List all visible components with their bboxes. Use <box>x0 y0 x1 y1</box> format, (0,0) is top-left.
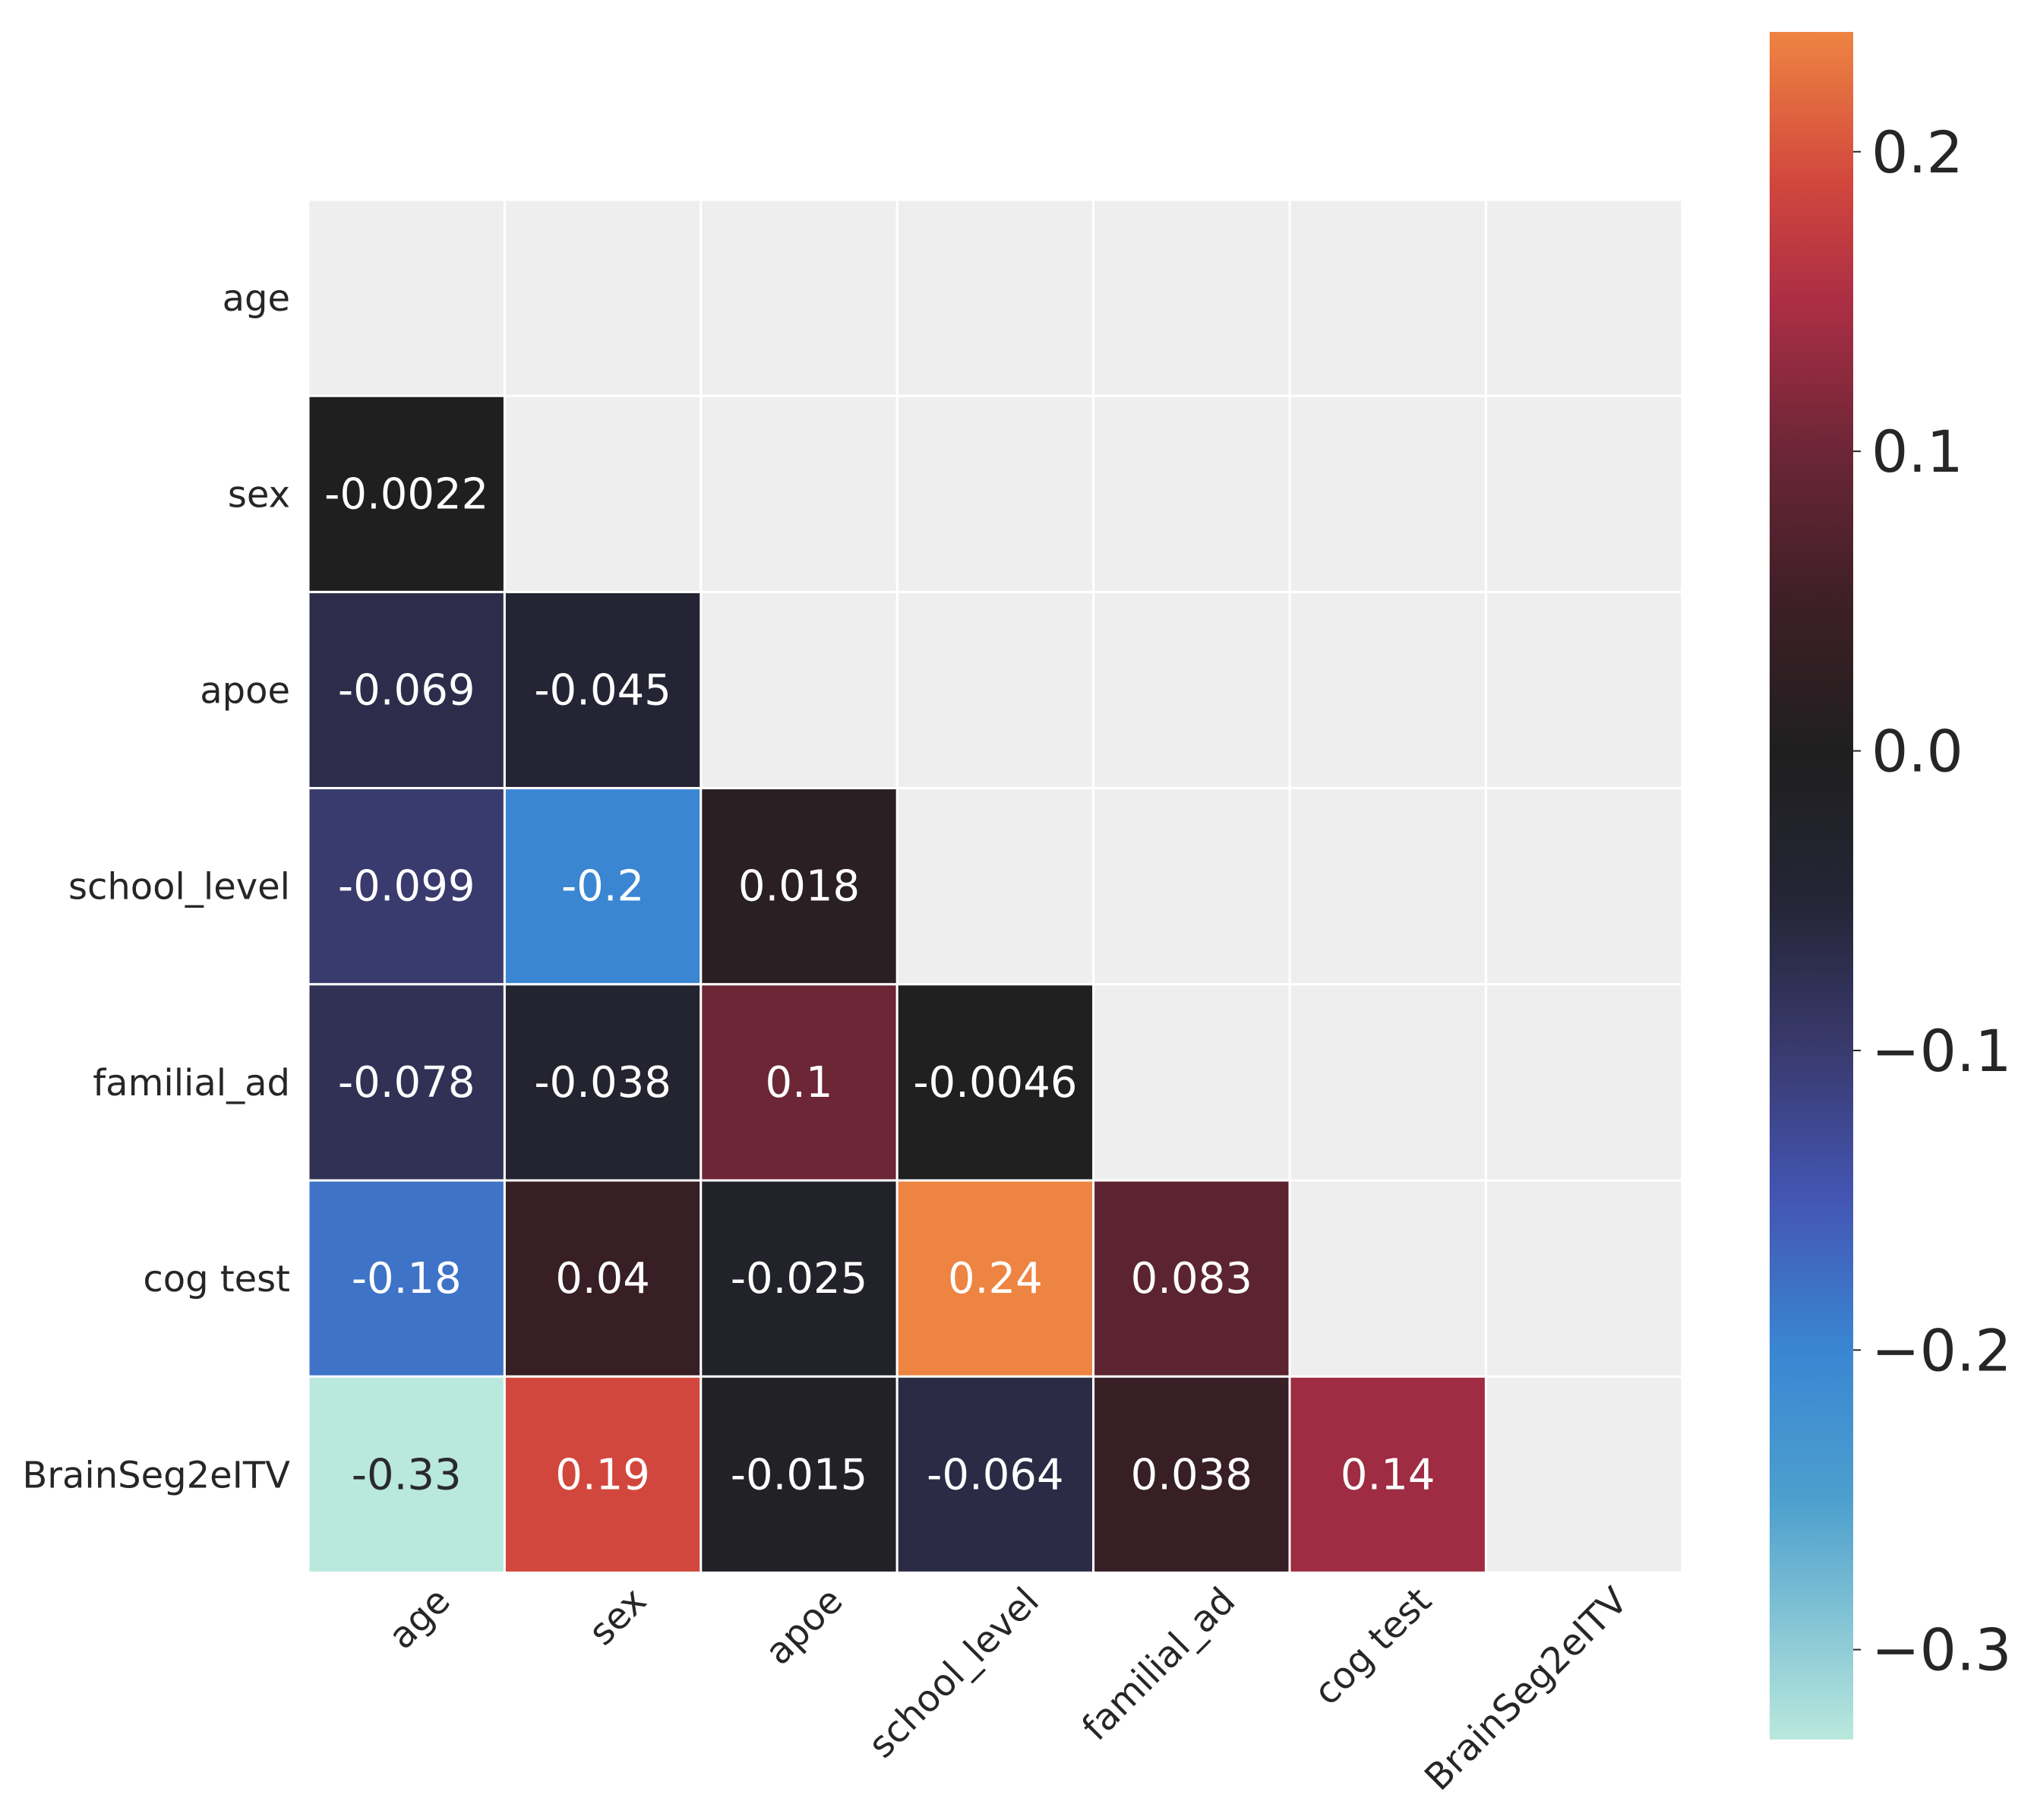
masked-cell <box>700 198 898 397</box>
row-tick-label: familial_ad <box>93 1062 290 1104</box>
cell-value-label: -0.2 <box>561 862 644 912</box>
masked-cell <box>1484 787 1684 986</box>
masked-cell <box>895 590 1095 790</box>
cell-value-label: 0.038 <box>1131 1450 1252 1499</box>
masked-cell <box>503 394 703 593</box>
heatmap-cell <box>700 787 898 986</box>
column-labels: age sex apoe school_level familial_ad cog tes… <box>381 1579 1636 1799</box>
heatmap-cell <box>503 787 703 986</box>
column-tick-label: school_level <box>861 1579 1047 1766</box>
masked-cell <box>895 394 1095 593</box>
cell-value-label: -0.0022 <box>324 469 488 519</box>
row-tick-label: school_level <box>68 866 290 908</box>
masked-cell <box>700 394 898 593</box>
cell-value-label: -0.33 <box>352 1450 462 1499</box>
column-tick-label: sex <box>580 1579 655 1654</box>
masked-cell <box>1484 590 1684 790</box>
colorbar-tick-label: −0.1 <box>1871 1017 2012 1085</box>
cell-value-label: -0.069 <box>338 666 475 716</box>
cell-value-label: 0.04 <box>555 1254 650 1303</box>
masked-cell <box>1092 198 1291 397</box>
colorbar-tick-label: 0.2 <box>1871 118 1963 186</box>
heatmap-cell <box>503 983 703 1182</box>
row-tick-label: cog test <box>143 1258 290 1300</box>
heatmap-cell <box>700 1375 898 1574</box>
masked-cell <box>1484 1179 1684 1378</box>
masked-cell <box>1092 590 1291 790</box>
masked-cell <box>1484 983 1684 1182</box>
heatmap-cell <box>700 1179 898 1378</box>
colorbar-tick-label: −0.2 <box>1871 1316 2012 1384</box>
masked-cell <box>1288 787 1487 986</box>
masked-cell <box>895 198 1095 397</box>
cell-value-label: 0.24 <box>948 1254 1043 1303</box>
column-tick-label: apoe <box>757 1579 851 1673</box>
colorbar: 0.2 0.1 0.0 −0.1 −0.2 −0.3 <box>1770 32 2012 1739</box>
cell-value-label: 0.018 <box>738 862 860 912</box>
cell-value-label: -0.099 <box>338 862 475 912</box>
cell-value-label: -0.064 <box>927 1450 1064 1499</box>
row-tick-label: apoe <box>200 670 290 713</box>
colorbar-gradient <box>1770 32 1853 1739</box>
cell-value-label: 0.083 <box>1131 1254 1252 1303</box>
masked-cell <box>1484 198 1684 397</box>
masked-cell <box>1288 983 1487 1182</box>
cell-value-label: -0.0046 <box>913 1058 1077 1107</box>
column-tick-label: familial_ad <box>1074 1579 1243 1749</box>
masked-cell <box>1288 394 1487 593</box>
heatmap-cell <box>895 1375 1095 1574</box>
heatmap-cell <box>307 394 506 593</box>
cell-value-label: 0.19 <box>555 1450 650 1499</box>
masked-cell <box>1288 198 1487 397</box>
masked-cell <box>700 590 898 790</box>
cell-value-label: -0.18 <box>352 1254 462 1303</box>
masked-cell <box>1092 394 1291 593</box>
cell-value-label: -0.015 <box>731 1450 868 1499</box>
cell-value-label: 0.1 <box>765 1058 832 1107</box>
heatmap-cell <box>307 590 506 790</box>
masked-cell <box>1092 787 1291 986</box>
column-tick-label: cog test <box>1306 1579 1440 1714</box>
column-tick-label: BrainSeg2eITV <box>1416 1579 1636 1799</box>
heatmap-cell <box>1288 1375 1487 1574</box>
masked-cell <box>1484 1375 1684 1574</box>
heatmap-cell <box>1092 1179 1291 1378</box>
masked-cell <box>1092 983 1291 1182</box>
row-tick-label: BrainSeg2eITV <box>22 1454 290 1496</box>
heatmap-cell <box>307 787 506 986</box>
heatmap-cell <box>895 1179 1095 1378</box>
heatmap-cell <box>1092 1375 1291 1574</box>
row-tick-label: age <box>223 277 290 320</box>
heatmap-cells: -0.0022 -0.069 -0.045 -0.099 -0.2 0.018 -0.078… <box>307 198 1684 1574</box>
cell-value-label: -0.078 <box>338 1058 475 1107</box>
row-tick-label: sex <box>228 473 290 516</box>
colorbar-tick-label: 0.1 <box>1871 418 1963 485</box>
colorbar-tick-label: −0.3 <box>1871 1616 2012 1684</box>
cell-value-label: -0.025 <box>731 1254 868 1303</box>
cell-value-label: -0.038 <box>534 1058 671 1107</box>
masked-cell <box>1484 394 1684 593</box>
column-tick-label: age <box>381 1579 459 1657</box>
colorbar-tick-label: 0.0 <box>1871 718 1963 785</box>
cell-value-label: -0.045 <box>534 666 671 716</box>
heatmap-cell <box>503 1375 703 1574</box>
heatmap-cell <box>307 1375 506 1574</box>
masked-cell <box>1288 1179 1487 1378</box>
heatmap-cell <box>895 983 1095 1182</box>
masked-cell <box>307 198 506 397</box>
masked-cell <box>503 198 703 397</box>
cell-value-label: 0.14 <box>1341 1450 1435 1499</box>
masked-cell <box>895 787 1095 986</box>
heatmap-cell <box>503 1179 703 1378</box>
heatmap-cell <box>503 590 703 790</box>
masked-cell <box>1288 590 1487 790</box>
